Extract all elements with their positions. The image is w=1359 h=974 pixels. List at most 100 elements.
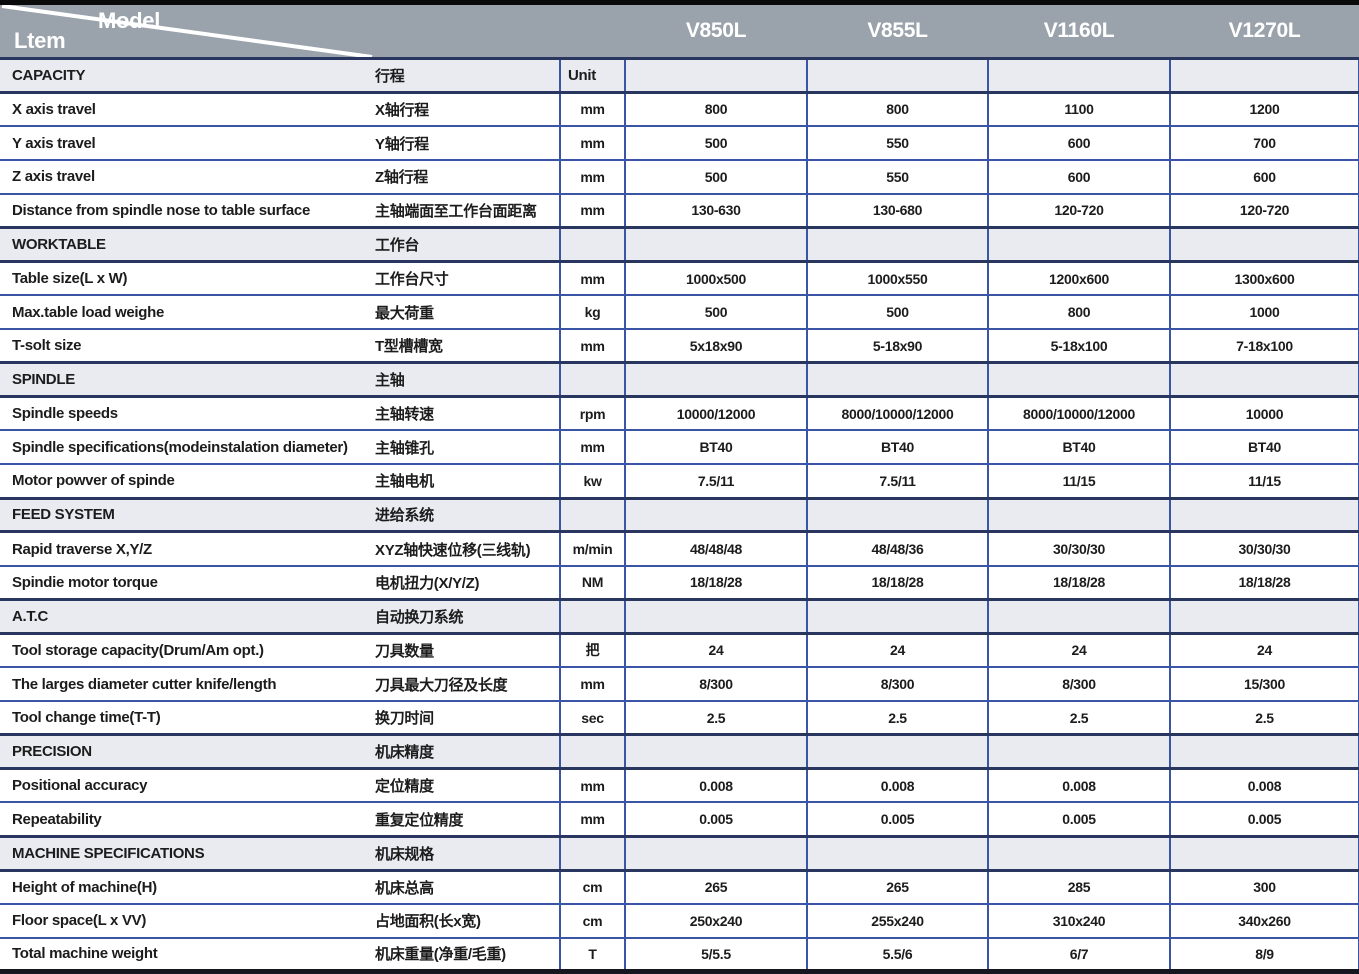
item-name-en: Table size(L x W)	[12, 270, 128, 288]
item-unit: mm	[559, 430, 626, 465]
section-value-cell	[806, 58, 988, 93]
item-name-cn: 主轴电机	[375, 473, 434, 491]
item-value: 24	[806, 633, 988, 668]
section-name-cn: 主轴	[375, 362, 560, 397]
item-value: 600	[987, 159, 1170, 194]
section-value-cell	[1169, 498, 1359, 532]
item-value: 285	[987, 870, 1170, 904]
item-name-cn: 机床总高	[375, 879, 434, 897]
section-value-cell	[1169, 227, 1359, 262]
item-value: BT40	[624, 430, 807, 465]
item-name-en: X axis travel	[12, 100, 96, 118]
item-value: 130-680	[806, 193, 988, 228]
spec-row: Floor space(L x VV) 占地面积(长x宽) cm 250x240 255…	[0, 903, 1359, 938]
item-unit: m/min	[559, 531, 626, 566]
section-value-cell	[987, 58, 1170, 93]
section-value-cell	[806, 734, 988, 769]
spec-row: Motor powver of spinde 主轴电机 kw 7.5/11 7.5/11…	[0, 464, 1359, 499]
item-value: 1200	[1169, 92, 1359, 127]
item-value: 800	[624, 92, 807, 127]
section-value-cell	[624, 227, 807, 262]
item-name-cn: 工作台尺寸	[375, 271, 449, 289]
section-value-cell	[624, 58, 807, 93]
item-header-label: Ltem	[14, 28, 66, 53]
item-value: 2.5	[624, 700, 807, 735]
section-value-cell	[806, 599, 988, 634]
item-value: 130-630	[624, 193, 807, 228]
section-value-cell	[624, 734, 807, 769]
model-header-label: Model	[98, 8, 161, 33]
item-value: 30/30/30	[1169, 531, 1359, 566]
spec-row: Distance from spindle nose to table surf…	[0, 193, 1359, 228]
item-name-en: Positional accuracy	[12, 777, 148, 795]
section-value-cell	[987, 836, 1170, 870]
section-name-cn: 工作台	[375, 227, 560, 262]
item-value: 800	[806, 92, 988, 127]
item-value: 120-720	[1169, 193, 1359, 228]
section-unit-cell	[559, 227, 626, 262]
section-value-cell	[1169, 58, 1359, 93]
item-value: 7-18x100	[1169, 329, 1359, 363]
item-value: 30/30/30	[987, 531, 1170, 566]
item-value: 18/18/28	[624, 565, 807, 600]
section-value-cell	[987, 734, 1170, 769]
item-value: 700	[1169, 126, 1359, 160]
section-name-cn: 机床规格	[375, 836, 560, 870]
model-column-v850l: V850L	[625, 2, 807, 59]
item-value: 800	[987, 295, 1170, 329]
item-name-en: Height of machine(H)	[12, 878, 157, 896]
item-value: 11/15	[987, 464, 1170, 499]
item-name-cn: 重复定位精度	[375, 811, 464, 829]
item-value: 15/300	[1169, 667, 1359, 701]
section-value-cell	[806, 498, 988, 532]
item-unit: mm	[559, 261, 626, 296]
item-unit: mm	[559, 126, 626, 160]
item-unit: mm	[559, 329, 626, 363]
item-name-cn: XYZ轴快速位移(三线轨)	[375, 541, 531, 559]
item-value: 0.008	[987, 768, 1170, 803]
item-unit: mm	[559, 667, 626, 701]
item-value: 1200x600	[987, 261, 1170, 296]
item-name-en: Repeatability	[12, 810, 102, 828]
item-value: BT40	[987, 430, 1170, 465]
item-unit: 把	[559, 633, 626, 668]
item-value: 265	[624, 870, 807, 904]
item-value: 310x240	[987, 903, 1170, 938]
item-name-en: T-solt size	[12, 337, 82, 355]
section-value-cell	[806, 362, 988, 397]
item-value: 1300x600	[1169, 261, 1359, 296]
item-value: 5-18x100	[987, 329, 1170, 363]
item-name-en: Floor space(L x VV)	[12, 912, 147, 930]
item-unit: T	[559, 937, 626, 972]
item-value: 11/15	[1169, 464, 1359, 499]
section-name-en: FEED SYSTEM	[0, 498, 375, 532]
item-name-en: Distance from spindle nose to table surf…	[12, 201, 311, 219]
item-name-cn: 电机扭力(X/Y/Z)	[375, 574, 480, 592]
item-value: 10000/12000	[624, 396, 807, 431]
item-unit: sec	[559, 700, 626, 735]
section-value-cell	[987, 599, 1170, 634]
item-value: 265	[806, 870, 988, 904]
spec-row: The larges diameter cutter knife/length 刀…	[0, 667, 1359, 701]
item-value: 24	[624, 633, 807, 668]
item-name-en: Spindle speeds	[12, 405, 118, 423]
item-value: 120-720	[987, 193, 1170, 228]
item-value: 600	[1169, 159, 1359, 194]
item-unit: cm	[559, 903, 626, 938]
section-unit-cell	[559, 498, 626, 532]
item-value: 18/18/28	[1169, 565, 1359, 600]
spec-row: Y axis travel Y轴行程 mm 500 550 600 700	[0, 126, 1359, 160]
item-value: 5x18x90	[624, 329, 807, 363]
item-value: 24	[987, 633, 1170, 668]
item-name-cn: 换刀时间	[375, 710, 434, 728]
item-name-en: Motor powver of spinde	[12, 472, 175, 490]
spec-row: Tool storage capacity(Drum/Am opt.) 刀具数量 把…	[0, 633, 1359, 668]
item-value: 8/300	[987, 667, 1170, 701]
section-name-en: SPINDLE	[0, 362, 375, 397]
item-name-cn: 最大荷重	[375, 304, 434, 322]
spec-row: Rapid traverse X,Y/Z XYZ轴快速位移(三线轨) m/min 48…	[0, 531, 1359, 566]
item-name-cn: Z轴行程	[375, 169, 428, 187]
section-name-en: CAPACITY	[0, 58, 375, 93]
item-value: 5.5/6	[806, 937, 988, 972]
section-value-cell	[806, 836, 988, 870]
